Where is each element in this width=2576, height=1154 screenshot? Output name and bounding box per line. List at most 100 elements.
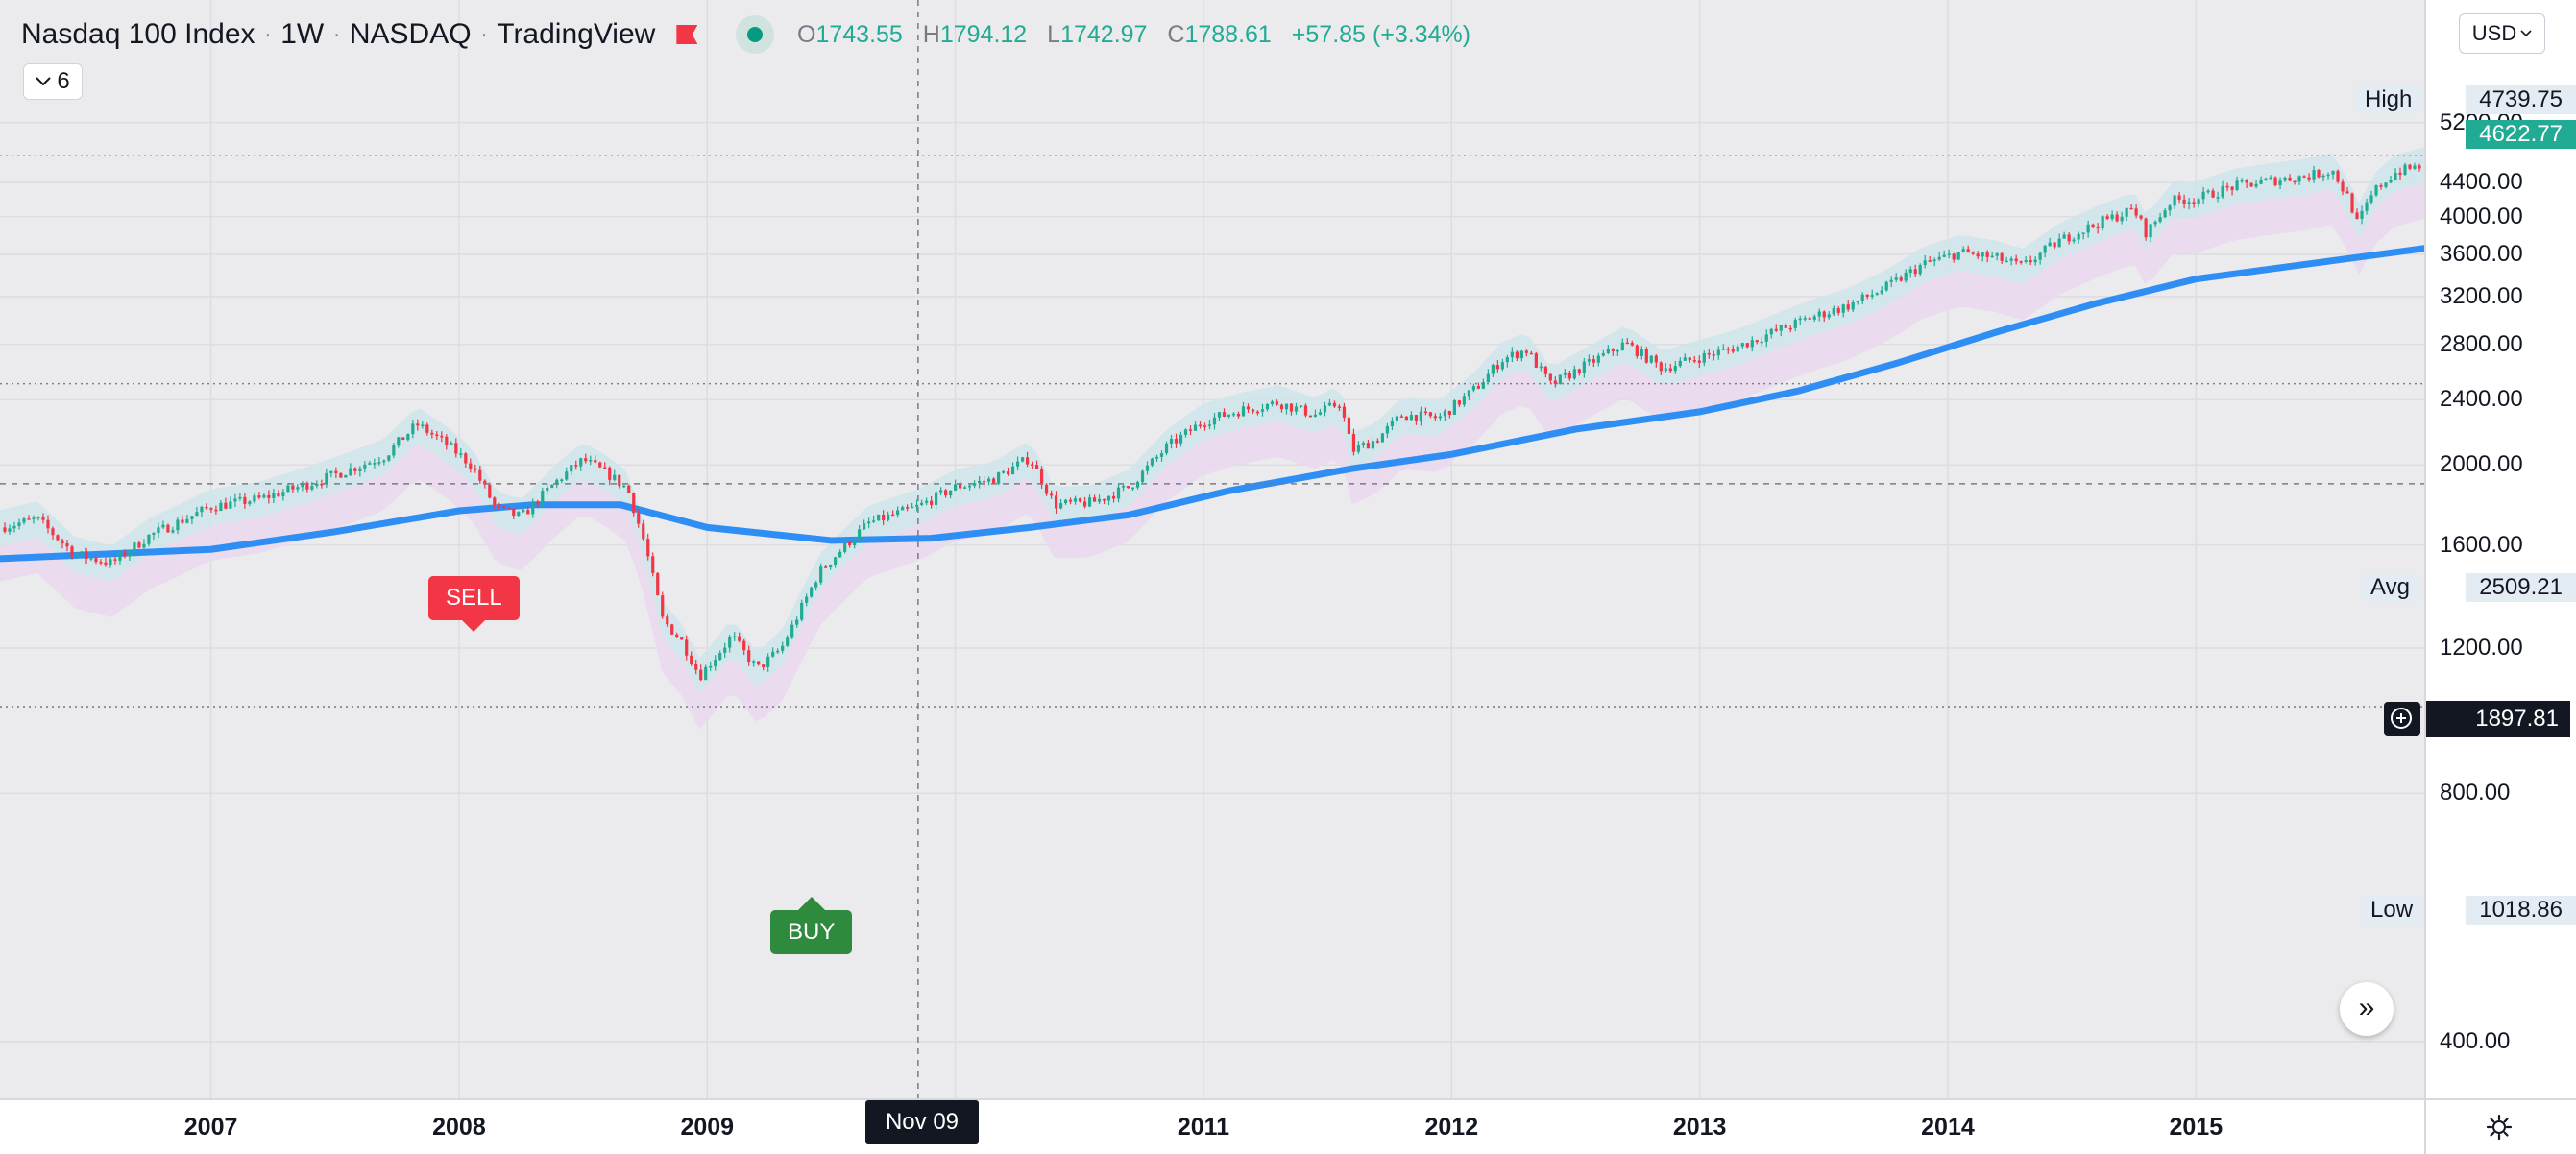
down-candle bbox=[181, 519, 184, 523]
up-candle bbox=[2264, 178, 2268, 180]
crosshair-price-label: 1897.81 bbox=[2426, 701, 2570, 737]
open-label: O bbox=[797, 21, 816, 48]
up-candle bbox=[358, 468, 362, 471]
scroll-to-realtime-button[interactable]: » bbox=[2340, 982, 2394, 1036]
up-candle bbox=[1318, 412, 1323, 415]
down-candle bbox=[51, 528, 55, 536]
up-candle bbox=[968, 485, 972, 488]
last-price-tag: 4622.77 bbox=[2466, 120, 2576, 149]
up-candle bbox=[12, 525, 16, 529]
change-value: +57.85 (+3.34%) bbox=[1291, 21, 1471, 48]
down-candle bbox=[1044, 484, 1049, 494]
down-candle bbox=[3, 527, 7, 532]
up-candle bbox=[2254, 183, 2258, 187]
interval-label[interactable]: 1W bbox=[280, 18, 325, 50]
up-candle bbox=[1438, 416, 1443, 419]
symbol-name[interactable]: Nasdaq 100 Index bbox=[21, 18, 255, 50]
up-candle bbox=[1889, 279, 1893, 282]
down-candle bbox=[1611, 349, 1615, 352]
down-candle bbox=[2000, 252, 2004, 261]
low-price-tag: 1018.86 bbox=[2466, 896, 2576, 925]
currency-selector[interactable]: USD bbox=[2459, 13, 2545, 54]
down-candle bbox=[2317, 170, 2321, 178]
down-candle bbox=[2192, 202, 2196, 204]
down-candle bbox=[401, 437, 405, 441]
up-candle bbox=[373, 463, 377, 465]
up-candle bbox=[1894, 277, 1898, 280]
down-candle bbox=[435, 434, 439, 437]
up-candle bbox=[238, 496, 242, 499]
down-candle bbox=[632, 493, 636, 514]
down-candle bbox=[2408, 164, 2412, 169]
up-candle bbox=[1640, 349, 1643, 356]
down-candle bbox=[1332, 402, 1337, 407]
down-candle bbox=[478, 469, 482, 481]
up-candle bbox=[901, 507, 905, 511]
up-candle bbox=[843, 541, 847, 552]
price-axis[interactable]: 400.00 800.00 1200.00 1600.00 2000.00 2400.00… bbox=[2424, 0, 2576, 1098]
down-candle bbox=[1846, 304, 1850, 310]
down-candle bbox=[2225, 185, 2229, 188]
up-candle bbox=[790, 624, 794, 638]
chevron-down-icon bbox=[36, 77, 52, 86]
price-tick-label: 2800.00 bbox=[2440, 330, 2523, 357]
up-candle bbox=[349, 468, 352, 475]
up-candle bbox=[805, 596, 809, 603]
up-candle bbox=[1462, 396, 1466, 405]
up-candle bbox=[541, 491, 545, 505]
crosshair-add-button[interactable] bbox=[2384, 702, 2420, 736]
up-candle bbox=[344, 474, 348, 478]
market-status-icon[interactable] bbox=[736, 15, 775, 54]
up-candle bbox=[1471, 386, 1475, 391]
up-candle bbox=[171, 530, 175, 533]
up-candle bbox=[281, 492, 285, 497]
chart-settings-corner[interactable] bbox=[2424, 1098, 2576, 1154]
up-candle bbox=[1620, 342, 1624, 350]
time-axis[interactable]: 2007 2008 2009 2011 2012 2013 2014 2015 bbox=[0, 1098, 2424, 1154]
indicators-collapse-button[interactable]: 6 bbox=[23, 63, 83, 100]
up-candle bbox=[1159, 453, 1164, 457]
up-candle bbox=[1961, 249, 1965, 252]
up-candle bbox=[421, 424, 425, 426]
up-candle bbox=[1918, 265, 1922, 275]
high-label: H bbox=[922, 21, 940, 48]
price-tick-label: 4400.00 bbox=[2440, 169, 2523, 195]
down-candle bbox=[2418, 165, 2421, 169]
gear-icon[interactable] bbox=[2486, 1114, 2513, 1141]
up-candle bbox=[80, 551, 84, 555]
up-candle bbox=[920, 502, 924, 505]
up-candle bbox=[8, 528, 12, 532]
down-candle bbox=[1476, 386, 1480, 389]
up-candle bbox=[262, 494, 266, 498]
up-candle bbox=[2312, 170, 2316, 180]
down-candle bbox=[1644, 349, 1648, 363]
down-candle bbox=[41, 517, 45, 520]
price-tick-label: 1600.00 bbox=[2440, 531, 2523, 558]
down-candle bbox=[1342, 406, 1347, 418]
chart-pane[interactable]: Nasdaq 100 Index · 1W · NASDAQ · Trading… bbox=[0, 0, 2424, 1098]
down-candle bbox=[2249, 182, 2253, 187]
up-candle bbox=[1519, 350, 1523, 359]
down-candle bbox=[1375, 441, 1380, 443]
up-candle bbox=[1294, 406, 1299, 412]
down-candle bbox=[1457, 400, 1461, 405]
up-candle bbox=[1179, 434, 1183, 444]
up-candle bbox=[2048, 242, 2052, 247]
down-candle bbox=[608, 467, 612, 480]
up-candle bbox=[872, 520, 876, 522]
down-candle bbox=[1078, 498, 1082, 502]
up-candle bbox=[2283, 177, 2287, 181]
down-candle bbox=[94, 558, 98, 563]
flag-icon[interactable] bbox=[676, 25, 698, 44]
down-candle bbox=[536, 501, 540, 505]
down-candle bbox=[430, 432, 434, 435]
up-candle bbox=[2009, 258, 2013, 261]
down-candle bbox=[690, 655, 693, 665]
down-candle bbox=[1414, 415, 1419, 421]
price-chart[interactable] bbox=[0, 0, 2424, 1098]
down-candle bbox=[1822, 311, 1826, 318]
up-candle bbox=[22, 518, 26, 523]
down-candle bbox=[1399, 416, 1404, 418]
up-candle bbox=[776, 650, 780, 653]
